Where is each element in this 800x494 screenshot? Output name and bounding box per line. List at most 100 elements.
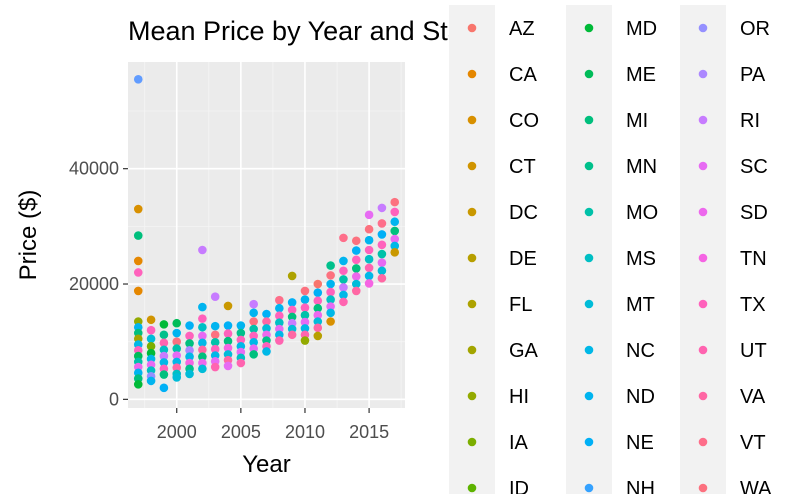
y-tick-label: 40000 — [69, 159, 119, 179]
data-point — [159, 330, 169, 340]
legend-key — [584, 161, 594, 171]
data-point — [198, 322, 207, 332]
data-points — [133, 75, 400, 393]
legend-key — [698, 69, 708, 79]
data-point — [146, 341, 156, 351]
data-point — [300, 324, 310, 333]
legend-label: MS — [626, 248, 656, 270]
legend: AZ CA CO CT DC DE FL GA HI IA ID MD ME MI MN MO MS MT NC ND… — [449, 5, 772, 494]
data-point — [287, 298, 297, 307]
legend-label: ND — [626, 386, 655, 408]
data-point — [287, 305, 297, 315]
data-point — [364, 263, 374, 273]
data-point — [351, 279, 361, 289]
data-point — [313, 279, 323, 289]
data-point — [351, 246, 361, 255]
data-point — [133, 204, 143, 214]
data-point — [351, 255, 361, 265]
data-point — [249, 308, 258, 318]
data-point — [300, 286, 310, 296]
x-axis-title: Year — [242, 451, 291, 478]
legend-label: NE — [626, 432, 654, 454]
legend-label: MT — [626, 294, 655, 316]
data-point — [313, 303, 323, 313]
data-point — [300, 317, 310, 327]
data-point — [390, 248, 400, 257]
data-point — [326, 261, 335, 270]
data-point — [223, 336, 233, 346]
legend-key — [698, 299, 708, 309]
data-point — [223, 301, 233, 311]
legend-label: DE — [509, 248, 537, 270]
legend-key — [698, 23, 708, 33]
legend-key — [584, 253, 594, 263]
data-point — [198, 364, 207, 374]
data-point — [249, 317, 258, 326]
data-point — [339, 233, 348, 243]
data-point — [300, 336, 310, 345]
data-point — [300, 310, 310, 320]
data-point — [275, 336, 284, 345]
legend-key — [467, 23, 477, 33]
data-point — [185, 352, 194, 361]
legend-label: UT — [740, 340, 767, 362]
data-point — [275, 295, 284, 305]
legend-key — [698, 391, 708, 401]
data-point — [326, 295, 335, 304]
data-point — [133, 256, 143, 266]
data-point — [223, 321, 233, 330]
data-point — [236, 358, 246, 368]
legend-key — [467, 253, 477, 263]
data-point — [339, 266, 348, 276]
data-point — [313, 288, 323, 297]
data-point — [210, 292, 220, 302]
legend-label: TN — [740, 248, 767, 270]
data-point — [185, 321, 194, 330]
data-point — [287, 271, 297, 281]
data-point — [300, 303, 310, 312]
data-point — [198, 338, 207, 348]
legend-key — [467, 299, 477, 309]
legend-key — [698, 483, 708, 493]
data-point — [159, 345, 169, 355]
axes: 2000 2005 2010 2015 0 20000 40000 — [69, 159, 389, 442]
data-point — [339, 283, 348, 292]
data-point — [159, 383, 169, 393]
data-point — [287, 312, 297, 322]
legend-label: FL — [509, 294, 532, 316]
data-point — [133, 380, 143, 389]
data-point — [377, 219, 387, 228]
data-point — [390, 197, 400, 207]
y-axis-title: Price ($) — [15, 190, 42, 281]
data-point — [262, 309, 271, 319]
data-point — [133, 268, 143, 277]
data-point — [198, 352, 207, 361]
data-point — [172, 318, 182, 328]
data-point — [275, 311, 284, 321]
data-point — [133, 286, 143, 296]
data-point — [223, 361, 233, 371]
data-point — [133, 75, 143, 84]
data-point — [351, 236, 361, 246]
x-tick-label: 2000 — [157, 422, 197, 442]
legend-key — [584, 391, 594, 401]
data-point — [185, 331, 194, 341]
legend-key — [698, 253, 708, 263]
panel-background — [128, 62, 405, 408]
legend-key — [467, 69, 477, 79]
legend-label: NH — [626, 478, 655, 494]
data-point — [185, 346, 194, 355]
data-point — [275, 303, 284, 313]
data-point — [364, 271, 374, 281]
data-point — [249, 350, 258, 359]
data-point — [339, 256, 348, 266]
legend-key — [584, 207, 594, 217]
data-point — [313, 323, 323, 333]
data-point — [172, 328, 182, 338]
legend-label: CO — [509, 110, 539, 132]
data-point — [185, 339, 194, 348]
data-point — [210, 321, 220, 331]
legend-key — [584, 345, 594, 355]
legend-label: OR — [740, 18, 770, 40]
